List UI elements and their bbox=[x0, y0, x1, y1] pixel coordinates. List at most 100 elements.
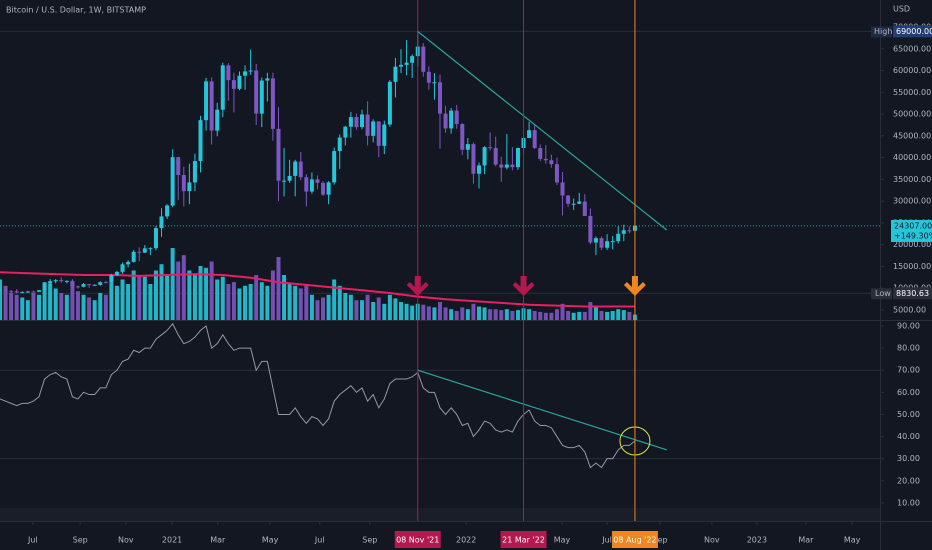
candle-body bbox=[92, 284, 97, 286]
volume-bar bbox=[566, 311, 571, 320]
candle-body bbox=[376, 121, 381, 146]
candle-body bbox=[137, 251, 142, 253]
volume-bar bbox=[98, 293, 103, 320]
volume-bar bbox=[493, 309, 498, 320]
rsi-tick-label: 80.00 bbox=[897, 344, 920, 353]
y-tick-label: 65000.00 bbox=[893, 44, 931, 53]
volume-bar bbox=[432, 307, 437, 320]
volume-bar bbox=[215, 279, 220, 320]
candle-body bbox=[493, 148, 498, 165]
candle-body bbox=[293, 161, 298, 176]
last-price-box bbox=[891, 219, 932, 242]
volume-bar bbox=[421, 304, 426, 320]
volume-bar bbox=[270, 270, 275, 320]
volume-bar bbox=[25, 300, 30, 320]
volume-bar bbox=[393, 298, 398, 320]
arrow-shape bbox=[512, 276, 535, 296]
candle-body bbox=[515, 148, 520, 168]
candle-body bbox=[426, 71, 431, 83]
candle-body bbox=[120, 264, 125, 272]
x-tick-label: 2023 bbox=[747, 536, 767, 545]
x-tick-label: Jul bbox=[27, 536, 38, 545]
candle-body bbox=[131, 251, 136, 262]
volume-bar bbox=[577, 311, 582, 320]
candle-body bbox=[599, 238, 604, 248]
y-tick-label: 15000.00 bbox=[893, 262, 931, 271]
volume-bar bbox=[437, 302, 443, 320]
volume-bar bbox=[599, 311, 604, 320]
candle-body bbox=[360, 114, 365, 128]
candle-body bbox=[437, 82, 443, 114]
candle-body bbox=[181, 175, 186, 192]
volume-bar bbox=[31, 293, 36, 320]
trend-line bbox=[417, 30, 668, 231]
x-tick-label: Mar bbox=[210, 536, 226, 545]
marker-arrow bbox=[623, 276, 646, 296]
candle-body bbox=[543, 158, 548, 161]
marker-arrow bbox=[512, 276, 535, 296]
x-tick-label: Nov bbox=[704, 536, 720, 545]
candle-body bbox=[148, 248, 153, 250]
volume-bar bbox=[75, 291, 80, 320]
candle-body bbox=[387, 81, 392, 125]
rsi-tick-label: 50.00 bbox=[897, 410, 920, 419]
volume-bar bbox=[109, 282, 114, 320]
volume-bar bbox=[538, 311, 543, 320]
candle-body bbox=[460, 124, 465, 150]
volume-bar bbox=[471, 303, 476, 320]
candle-body bbox=[153, 228, 158, 249]
y-tick-label: 20000.00 bbox=[893, 240, 931, 249]
volume-bar bbox=[482, 307, 487, 320]
candle-body bbox=[532, 130, 537, 149]
volume-bar bbox=[543, 312, 548, 320]
volume-bar bbox=[532, 311, 537, 320]
volume-bar bbox=[237, 288, 242, 320]
candle-body bbox=[554, 164, 559, 183]
volume-bar bbox=[20, 297, 25, 320]
volume-bar bbox=[605, 311, 610, 320]
x-tick-label: Nov bbox=[118, 536, 134, 545]
volume-bar bbox=[343, 293, 348, 320]
volume-bar bbox=[231, 282, 236, 320]
volume-bar bbox=[137, 275, 142, 320]
x-tick-label: Sep bbox=[652, 536, 667, 545]
volume-bar bbox=[443, 307, 448, 320]
candle-body bbox=[510, 164, 515, 168]
volume-bar bbox=[298, 288, 303, 320]
candle-body bbox=[81, 284, 86, 287]
volume-bar bbox=[404, 303, 409, 320]
candle-body bbox=[198, 120, 203, 162]
x-tick-label: Sep bbox=[362, 536, 377, 545]
candle-body bbox=[31, 291, 36, 293]
x-tick-label: May bbox=[554, 536, 571, 545]
candle-body bbox=[382, 124, 387, 146]
candle-body bbox=[59, 280, 64, 282]
candle-body bbox=[25, 291, 30, 293]
candle-body bbox=[504, 164, 509, 168]
candle-body bbox=[53, 280, 58, 282]
candle-body bbox=[187, 182, 192, 192]
candle-body bbox=[343, 126, 348, 138]
candle-body bbox=[588, 215, 593, 243]
candle-body bbox=[309, 179, 314, 192]
candle-body bbox=[20, 292, 25, 294]
marker-badge bbox=[611, 531, 658, 548]
volume-bar bbox=[103, 294, 108, 320]
candle-body bbox=[265, 78, 270, 81]
candle-body bbox=[282, 180, 287, 182]
volume-bar bbox=[315, 300, 320, 320]
marker-badge bbox=[394, 531, 441, 548]
volume-bar bbox=[254, 275, 259, 320]
candle-body bbox=[621, 230, 626, 234]
candle-body bbox=[348, 117, 353, 127]
volume-bar bbox=[321, 297, 326, 320]
x-tick-label: Jul bbox=[314, 536, 325, 545]
candle-body bbox=[237, 75, 242, 89]
volume-bar bbox=[181, 255, 186, 320]
candle-body bbox=[499, 164, 504, 168]
volume-bar bbox=[9, 293, 14, 320]
candle-body bbox=[605, 241, 610, 248]
candle-body bbox=[449, 110, 454, 129]
low-tag-box bbox=[871, 288, 892, 300]
arrow-shape bbox=[623, 276, 646, 296]
